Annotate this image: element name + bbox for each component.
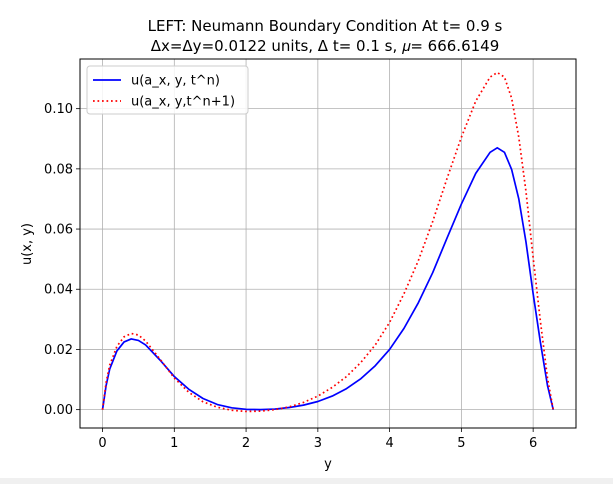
grid [80,59,576,428]
y-tick-label: 0.06 [44,223,73,238]
x-tick-label: 4 [385,436,393,451]
legend-label-series-1: u(a_x, y, t^n) [131,74,220,89]
y-tick-label: 0.08 [44,162,73,177]
y-tick-label: 0.00 [44,403,73,418]
series-line-1 [101,146,555,411]
legend: u(a_x, y, t^n) u(a_x, y,t^n+1) [86,65,249,115]
window-bottom-edge [0,478,613,484]
y-axis-label: u(x, y) [20,223,35,265]
x-tick-label: 3 [314,436,322,451]
plot-frame [79,58,577,429]
y-tick-label: 0.02 [44,343,73,358]
x-tick-label: 2 [242,436,250,451]
series-line-2 [101,71,555,413]
chart-title-line2: Δx=Δy=0.0122 units, Δ t= 0.1 s, 𝜇= 666.6… [151,37,500,55]
legend-label-series-2: u(a_x, y,t^n+1) [131,95,235,110]
axis-ticks: 0 1 2 3 4 5 6 0.00 0.02 0.04 0.06 0.08 0.10 [44,102,537,451]
x-tick-label: 6 [529,436,537,451]
x-tick-label: 0 [98,436,106,451]
plot-series [101,71,555,413]
y-tick-label: 0.10 [44,102,73,117]
x-axis-label: y [324,457,332,472]
legend-box [86,65,249,115]
y-tick-label: 0.04 [44,283,73,298]
chart-title-line1: LEFT: Neumann Boundary Condition At t= 0… [148,17,503,35]
x-tick-label: 1 [170,436,178,451]
x-tick-label: 5 [457,436,465,451]
